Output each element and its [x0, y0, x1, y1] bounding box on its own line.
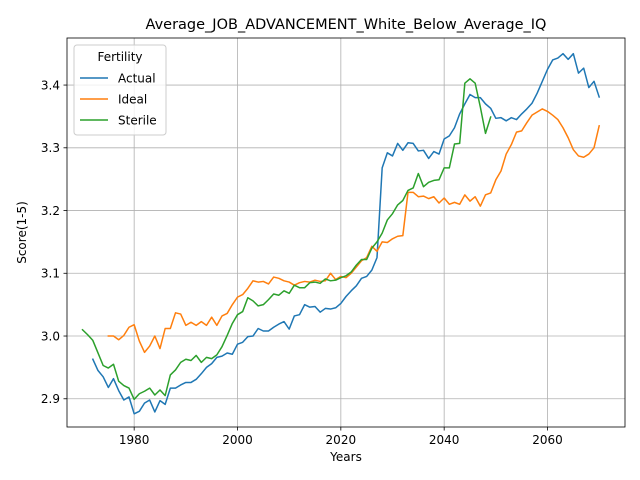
legend: Fertility Actual Ideal Sterile — [73, 44, 167, 136]
y-tick-label: 3.2 — [41, 204, 60, 218]
plot-frame — [66, 37, 626, 428]
series-line-ideal — [107, 108, 601, 354]
y-tick-label: 3.4 — [41, 78, 60, 92]
x-tick-label: 1980 — [119, 433, 150, 447]
x-tick-label: 2000 — [222, 433, 253, 447]
x-tick-label: 2020 — [326, 433, 357, 447]
x-tick-label: 2040 — [429, 433, 460, 447]
x-axis-label: Years — [329, 450, 362, 464]
chart-title: Average_JOB_ADVANCEMENT_White_Below_Aver… — [146, 17, 547, 33]
y-tick-label: 3.0 — [41, 329, 60, 343]
legend-label-ideal: Ideal — [118, 92, 147, 106]
legend-label-sterile: Sterile — [118, 113, 157, 127]
grid-lines — [67, 38, 625, 427]
y-tick-label: 3.3 — [41, 141, 60, 155]
y-tick-label: 2.9 — [41, 392, 60, 406]
legend-title: Fertility — [97, 50, 142, 64]
legend-entries: Actual Ideal Sterile — [80, 71, 157, 127]
series-line-sterile — [81, 78, 492, 401]
y-axis-ticks: 2.9 3.0 3.1 3.2 3.3 3.4 — [41, 78, 67, 406]
y-axis-label: Score(1-5) — [15, 201, 29, 264]
series-line-actual — [91, 52, 601, 415]
x-tick-label: 2060 — [532, 433, 563, 447]
x-axis-ticks: 1980 2000 2020 2040 2060 — [119, 427, 563, 447]
legend-box — [73, 44, 167, 136]
series-lines — [81, 52, 601, 415]
legend-label-actual: Actual — [118, 71, 156, 85]
y-tick-label: 3.1 — [41, 267, 60, 281]
